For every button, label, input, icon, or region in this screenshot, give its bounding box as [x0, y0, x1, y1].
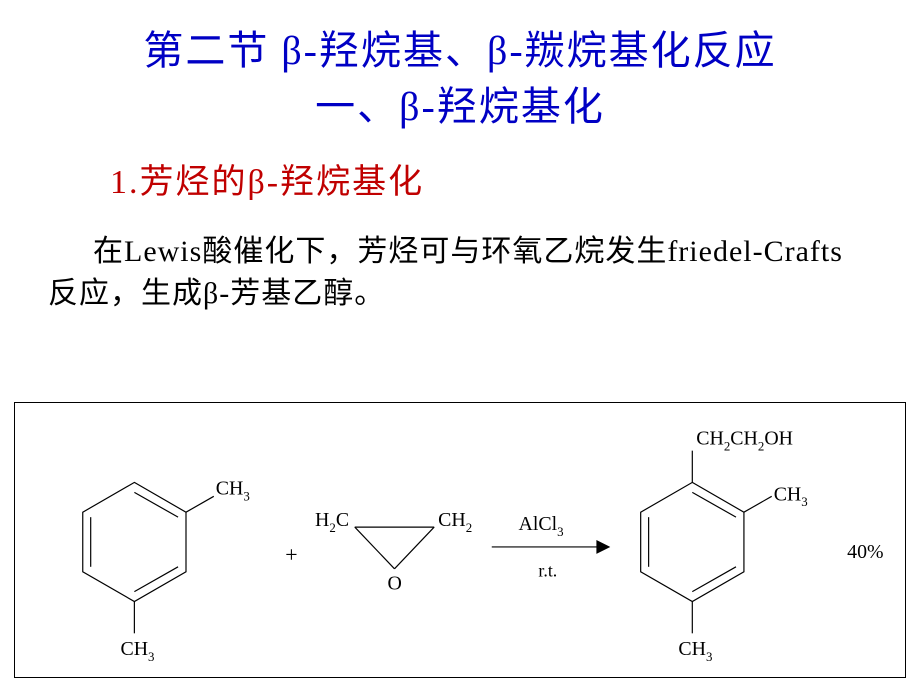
slide-title-line1: 第二节 β-羟烷基、β-羰烷基化反应 — [0, 0, 920, 78]
product-ch3-right: CH3 — [774, 483, 808, 509]
reaction-scheme-svg: CH3 CH3 + H2C CH2 O AlCl3 r.t. — [15, 403, 905, 677]
arrow-reagent-top: AlCl3 — [519, 513, 564, 539]
section-heading: 1.芳烃的β-羟烷基化 — [110, 154, 920, 203]
arrow-reagent-bottom: r.t. — [538, 561, 557, 581]
reactant-ch3-top: CH3 — [216, 477, 250, 503]
slide-title-line2: 一、β-羟烷基化 — [0, 80, 920, 134]
epoxide-right-label: CH2 — [438, 509, 472, 535]
product-top-chain: CH2CH2OH — [696, 428, 793, 454]
body-paragraph: 在Lewis酸催化下，芳烃可与环氧乙烷发生friedel-Crafts 反应，生… — [48, 231, 880, 315]
reactant-ch3-bottom: CH3 — [120, 638, 154, 664]
reactant-benzene — [83, 482, 214, 633]
epoxide-left-label: H2C — [315, 509, 349, 535]
product-ch3-bottom: CH3 — [678, 638, 712, 664]
yield-label: 40% — [847, 541, 883, 563]
product-benzene — [641, 451, 772, 634]
plus-sign: + — [285, 543, 297, 567]
epoxide — [355, 527, 434, 569]
reaction-arrow — [492, 541, 609, 553]
epoxide-oxygen: O — [388, 573, 402, 595]
reaction-scheme-box: CH3 CH3 + H2C CH2 O AlCl3 r.t. — [14, 402, 906, 678]
